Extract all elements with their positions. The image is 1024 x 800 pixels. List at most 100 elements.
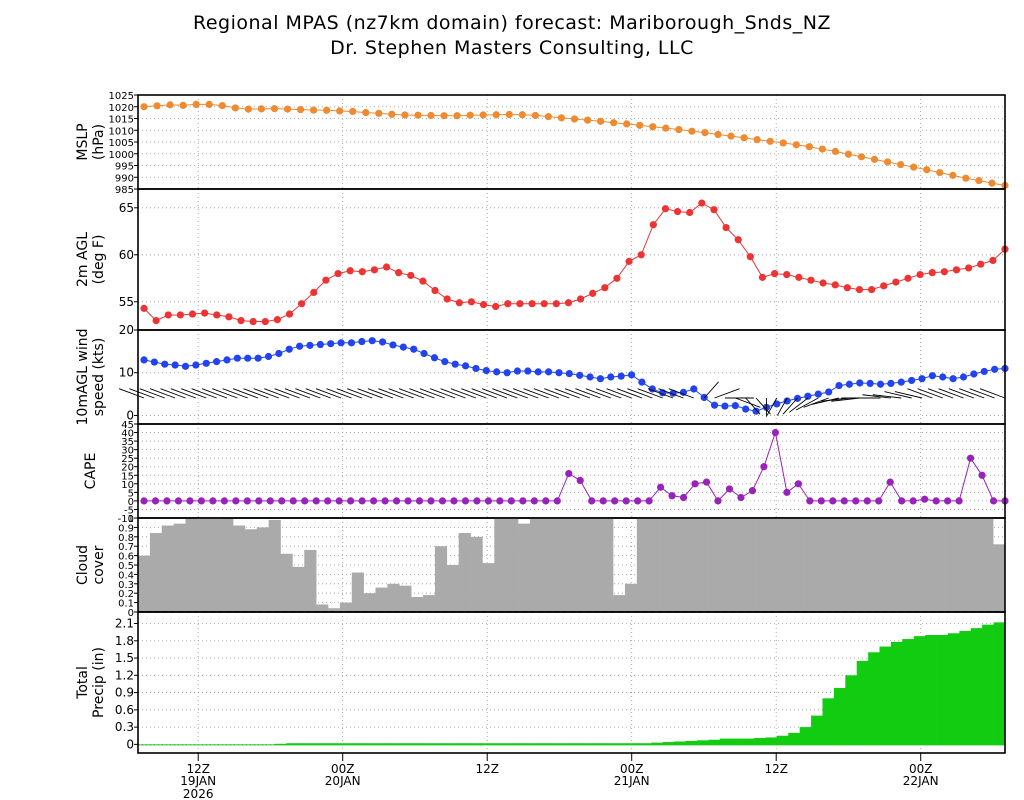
data-point: [817, 497, 825, 505]
precip-bar: [138, 744, 150, 746]
precip-bar: [400, 743, 413, 746]
wind-barb: [430, 388, 456, 399]
precip-bar: [388, 743, 401, 746]
data-point: [740, 134, 748, 142]
wind-barb: [766, 397, 778, 416]
chart-title: Regional MPAS (nz7km domain) forecast: M…: [193, 12, 831, 34]
data-point: [904, 274, 912, 282]
wind-barb: [461, 388, 487, 399]
y-axis-label: Cloud: [75, 545, 91, 585]
y-axis-label: 10mAGL wind: [75, 329, 91, 426]
data-point: [451, 360, 459, 368]
data-point: [323, 106, 331, 114]
cloud-bar: [981, 518, 994, 612]
data-point: [232, 497, 240, 505]
precip-bar: [879, 646, 892, 746]
cloud-bar: [256, 527, 269, 612]
data-point: [880, 282, 888, 290]
y-tick-label: 15: [121, 471, 134, 482]
wind-barb: [118, 388, 145, 399]
cloud-bar: [613, 595, 626, 612]
precip-bar: [480, 743, 492, 746]
data-point: [564, 299, 573, 307]
y-tick-label: 0.3: [115, 720, 134, 734]
cloud-bar: [423, 595, 436, 612]
data-point: [892, 278, 900, 286]
precip-bar: [582, 743, 595, 746]
data-point: [346, 267, 354, 275]
data-point: [513, 367, 522, 375]
precip-bar: [297, 743, 310, 746]
data-point: [649, 221, 657, 229]
wind-barb: [907, 388, 933, 399]
data-point: [542, 497, 550, 505]
y-tick-label: 1: [128, 514, 134, 525]
wind-barb: [347, 388, 373, 399]
data-point: [855, 285, 864, 294]
data-point: [401, 111, 409, 119]
cloud-bar: [826, 518, 840, 612]
data-point: [453, 112, 461, 120]
data-point: [638, 378, 646, 386]
data-point: [441, 358, 449, 366]
wind-barb: [782, 397, 798, 415]
data-point: [583, 116, 592, 124]
y-tick-label: 990: [115, 173, 134, 184]
cloud-bar: [399, 585, 412, 612]
cloud-bar: [518, 523, 531, 612]
wind-barb: [398, 388, 425, 399]
data-point: [337, 339, 345, 347]
precip-bar: [856, 660, 869, 746]
data-point: [690, 385, 698, 393]
data-point: [989, 497, 998, 505]
cloud-bar: [244, 529, 258, 612]
data-point: [395, 269, 403, 277]
precip-bar: [320, 743, 333, 746]
cloud-bar: [363, 593, 376, 612]
data-point: [496, 497, 504, 505]
cloud-bar: [850, 518, 863, 612]
data-point: [552, 300, 560, 308]
y-tick-label: 0.1: [118, 599, 134, 610]
cloud-bar: [898, 518, 911, 612]
y-tick-label: 1005: [109, 138, 134, 149]
wind-barb: [170, 388, 197, 399]
precip-bar: [560, 743, 572, 746]
wind-barb: [803, 397, 829, 408]
y-tick-label: 1015: [109, 115, 134, 126]
cloud-bar: [553, 518, 566, 612]
wind-barb: [959, 388, 985, 399]
precip-bar: [491, 743, 504, 746]
data-point: [164, 311, 172, 319]
data-point: [213, 311, 221, 319]
data-point: [524, 367, 532, 375]
data-point: [988, 179, 996, 187]
data-point: [977, 260, 985, 268]
data-point: [450, 497, 458, 505]
precip-bar: [468, 743, 481, 746]
data-point: [151, 497, 160, 505]
data-point: [955, 497, 963, 505]
cloud-bar: [387, 583, 400, 612]
data-point: [362, 109, 370, 117]
precip-bar: [696, 740, 709, 746]
data-point: [966, 454, 975, 462]
cloud-bar: [601, 518, 614, 612]
x-axis: 12Z 00Z 12Z 00Z 12Z 00Z 19JAN 20JAN 21JAN 22JAN 20…: [180, 753, 939, 800]
data-point: [140, 497, 148, 505]
data-point: [327, 340, 335, 348]
precip-bar: [947, 633, 960, 746]
data-point: [965, 264, 973, 272]
data-point: [410, 345, 418, 353]
cloud-bar: [660, 518, 673, 612]
cloud-bar: [316, 604, 329, 612]
x-date-label: 22JAN: [903, 774, 939, 788]
data-point: [285, 310, 294, 318]
precip-bar: [343, 743, 356, 746]
y-axis-label: cover: [91, 545, 107, 584]
cloud-bar: [791, 518, 804, 612]
data-point: [430, 354, 439, 362]
data-point: [576, 371, 584, 379]
data-point: [275, 349, 283, 358]
data-point: [427, 497, 435, 505]
